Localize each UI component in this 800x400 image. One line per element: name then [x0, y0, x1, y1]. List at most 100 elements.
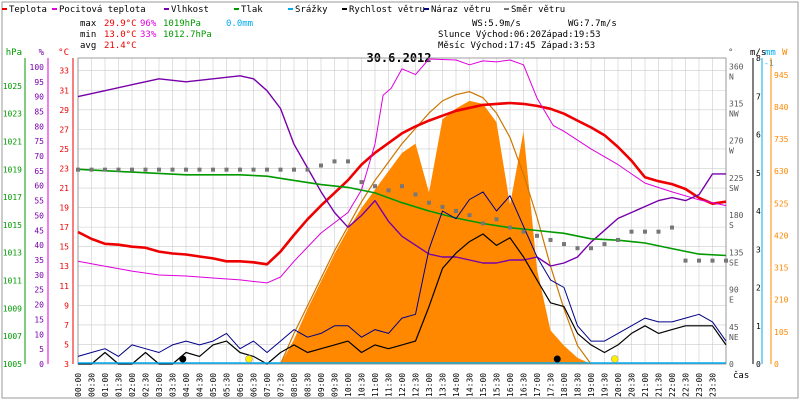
wind-axis-tick: 2 — [756, 284, 761, 293]
x-tick-label: 01:00 — [101, 373, 110, 397]
percent-axis-tick: 20 — [34, 301, 44, 310]
wind-direction-point — [454, 209, 458, 213]
moon-marker — [179, 355, 187, 363]
degrees-axis-tick: 135 — [729, 248, 744, 257]
percent-axis-tick: 5 — [39, 345, 44, 354]
hpa-axis-tick: 1019 — [3, 165, 22, 174]
wind-direction-point — [170, 167, 175, 172]
series-line-wind — [78, 233, 727, 365]
percent-axis-tick: 45 — [34, 226, 44, 235]
wind-direction-point — [224, 167, 229, 172]
x-tick-label: 03:00 — [155, 373, 164, 397]
x-tick-label: 21:00 — [641, 373, 650, 397]
x-tick-label: 09:00 — [317, 373, 326, 397]
stats-avg-label: avg — [80, 41, 96, 51]
solar-axis-tick: 420 — [774, 231, 789, 240]
hpa-axis-tick: 1015 — [3, 221, 22, 230]
astro-info: WS:5.9m/s WG:7.7m/s Slunce Východ:06:20 … — [438, 19, 617, 51]
hpa-axis-tick: 1021 — [3, 137, 22, 146]
x-tick-label: 15:00 — [479, 373, 488, 397]
solar-axis-tick: 315 — [774, 264, 789, 273]
x-tick-label: 11:00 — [371, 373, 380, 397]
sun-marker — [610, 355, 619, 363]
wind-direction-point — [575, 246, 580, 251]
wind-direction-point — [251, 167, 256, 172]
solar-axis-tick: 735 — [774, 135, 789, 144]
hpa-axis-tick: 1023 — [3, 110, 22, 119]
x-tick-label: 07:00 — [263, 373, 272, 397]
x-tick-label: 04:00 — [182, 373, 191, 397]
wind-direction-point — [670, 225, 674, 230]
x-tick-label: 17:30 — [547, 373, 556, 397]
series-line-temp — [77, 101, 727, 266]
wind-direction-point — [683, 258, 688, 263]
wind-direction-point — [319, 163, 323, 168]
solar-axis-tick: 525 — [774, 199, 789, 208]
celsius-axis-tick: 7 — [64, 321, 69, 330]
hpa-axis-tick: 1005 — [3, 360, 22, 369]
x-tick-label: 19:30 — [601, 373, 610, 397]
x-tick-label: 23:00 — [695, 373, 704, 397]
moon-marker — [553, 355, 561, 363]
mm-axis-tick: -1 — [764, 59, 774, 68]
wind-direction-point — [602, 242, 607, 247]
x-tick-label: 12:00 — [398, 373, 407, 397]
stats-max-hum: 96% — [140, 19, 157, 29]
percent-axis-unit: % — [39, 48, 45, 58]
percent-axis-tick: 65 — [34, 167, 44, 176]
wind-direction-point — [589, 246, 593, 251]
wind-direction-point — [103, 167, 107, 172]
wind-direction-point — [548, 237, 553, 242]
percent-axis-tick: 35 — [34, 256, 44, 265]
info-ws: WS:5.9m/s — [472, 19, 521, 29]
celsius-axis-unit: °C — [58, 48, 69, 58]
hpa-axis-tick: 1007 — [3, 332, 22, 341]
degrees-axis-direction: E — [729, 296, 734, 305]
wind-axis-tick: 1 — [756, 322, 761, 331]
x-tick-label: 11:30 — [385, 373, 394, 397]
legend-item-label: Rychlost větru — [349, 5, 425, 15]
x-tick-label: 18:00 — [560, 373, 569, 397]
solar-axis-tick: 105 — [774, 328, 789, 337]
celsius-axis-tick: 3 — [64, 360, 69, 369]
x-tick-label: 22:00 — [668, 373, 677, 397]
degrees-axis-tick: 225 — [729, 174, 744, 183]
wind-direction-point — [656, 229, 661, 234]
stats-min-press: 1012.7hPa — [163, 30, 212, 40]
percent-axis-tick: 30 — [34, 271, 44, 280]
hpa-axis-unit: hPa — [6, 48, 22, 58]
series-line-feels — [77, 58, 727, 284]
percent-axis-tick: 85 — [34, 107, 44, 116]
solar-axis-tick: 945 — [774, 71, 789, 80]
stats-min-label: min — [80, 30, 96, 40]
legend-item-label: Srážky — [295, 5, 328, 15]
degrees-axis-tick: 315 — [729, 99, 744, 108]
legend-item-label: Tlak — [241, 5, 263, 15]
wind-direction-point — [440, 204, 445, 209]
x-tick-label: 10:30 — [358, 373, 367, 397]
x-tick-label: 19:00 — [587, 373, 596, 397]
celsius-axis-tick: 25 — [59, 145, 69, 154]
celsius-axis-tick: 21 — [59, 184, 69, 193]
percent-axis-tick: 80 — [34, 122, 44, 131]
wind-direction-point — [332, 159, 337, 164]
celsius-axis-tick: 29 — [59, 106, 69, 115]
celsius-axis-tick: 31 — [59, 86, 69, 95]
x-tick-label: 12:30 — [412, 373, 421, 397]
wind-axis-tick: 0 — [756, 360, 761, 369]
mm-axis-unit: mm — [765, 48, 776, 58]
x-tick-label: 01:30 — [115, 373, 124, 397]
x-tick-label: 05:00 — [209, 373, 218, 397]
percent-axis-tick: 55 — [34, 197, 44, 206]
wind-direction-point — [197, 167, 202, 172]
x-tick-label: 20:30 — [628, 373, 637, 397]
degrees-axis-direction: NE — [729, 333, 739, 342]
wind-direction-point — [724, 258, 728, 263]
celsius-axis-tick: 23 — [59, 164, 69, 173]
axes: hPa1025102310211019101710151013101110091… — [3, 48, 789, 369]
wind-direction-point — [359, 180, 364, 185]
info-sun: Slunce Východ:06:20 — [438, 30, 541, 40]
stats-max-rain: 0.0mm — [226, 19, 253, 29]
